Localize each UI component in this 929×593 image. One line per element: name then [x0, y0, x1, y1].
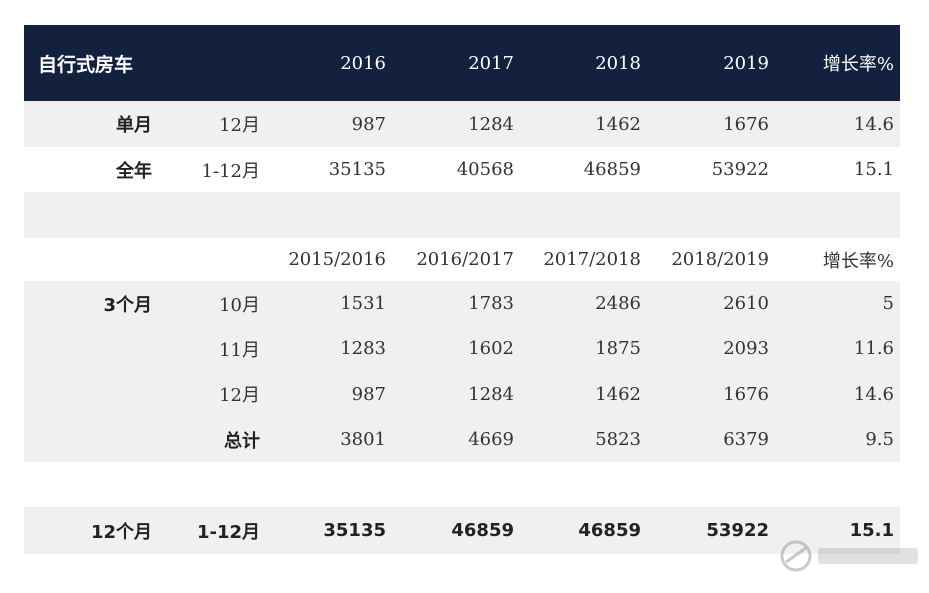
cell-growth: 14.6	[853, 113, 894, 135]
year-header: 2019	[723, 52, 769, 74]
row-period: 12月	[219, 385, 260, 406]
cell-value: 1462	[595, 383, 641, 405]
cell-value: 2093	[723, 338, 769, 359]
cell-value: 1783	[468, 293, 514, 314]
row-label: 12个月	[90, 521, 152, 543]
cell-value: 1531	[340, 293, 386, 314]
period-header: 2016/2017	[416, 249, 514, 270]
21rv-logo-icon	[780, 540, 918, 572]
row-period: 1-12月	[201, 160, 260, 182]
cell-value: 46859	[583, 159, 641, 180]
growth-header: 增长率%	[822, 250, 894, 272]
cell-value: 53922	[706, 520, 769, 541]
cell-growth: 9.5	[865, 429, 894, 450]
table-row: 单月 12月 987 1284 1462 1676 14.6	[24, 101, 900, 147]
table-row: 全年 1-12月 35135 40568 46859 53922 15.1	[24, 147, 900, 192]
cell-growth: 15.1	[853, 159, 894, 180]
cell-growth: 14.6	[853, 383, 894, 405]
row-period: 10月	[219, 294, 260, 316]
subheader-row: 2015/2016 2016/2017 2017/2018 2018/2019 …	[24, 238, 900, 281]
table-header-row: 自行式房车 2016 2017 2018 2019 增长率%	[24, 25, 900, 101]
year-header: 2017	[468, 52, 514, 74]
row-label: 单月	[116, 115, 152, 136]
cell-value: 1462	[595, 113, 641, 135]
spacer-row	[24, 192, 900, 238]
row-label: 全年	[116, 160, 152, 182]
cell-value: 46859	[578, 520, 641, 541]
year-header: 2016	[340, 52, 386, 74]
cell-value: 53922	[711, 159, 769, 180]
cell-growth: 15.1	[849, 520, 894, 541]
table-row: 3个月 10月 1531 1783 2486 2610 5	[24, 281, 900, 326]
cell-value: 1284	[468, 113, 514, 135]
period-header: 2015/2016	[288, 249, 386, 270]
cell-value: 1875	[595, 338, 641, 359]
cell-growth: 11.6	[853, 338, 894, 359]
cell-growth: 5	[882, 293, 894, 314]
row-period: 12月	[219, 115, 260, 136]
cell-value: 6379	[723, 429, 769, 450]
rv-sales-table: 自行式房车 2016 2017 2018 2019 增长率% 单月 12月 98…	[24, 25, 900, 554]
cell-value: 46859	[451, 520, 514, 541]
table-row: 12月 987 1284 1462 1676 14.6	[24, 371, 900, 417]
cell-value: 5823	[595, 429, 641, 450]
table-row: 11月 1283 1602 1875 2093 11.6	[24, 326, 900, 371]
row-label: 3个月	[103, 294, 152, 316]
table-title: 自行式房车	[38, 53, 134, 76]
cell-value: 3801	[340, 429, 386, 450]
cell-value: 987	[351, 383, 386, 405]
table-row: 总计 3801 4669 5823 6379 9.5	[24, 417, 900, 462]
cell-value: 1676	[723, 113, 769, 135]
cell-value: 40568	[456, 159, 514, 180]
row-period-total: 总计	[224, 430, 260, 452]
cell-value: 4669	[468, 429, 514, 450]
period-header: 2017/2018	[543, 249, 641, 270]
cell-value: 1676	[723, 383, 769, 405]
cell-value: 1284	[468, 383, 514, 405]
cell-value: 2486	[595, 293, 641, 314]
period-header: 2018/2019	[671, 249, 769, 270]
cell-value: 987	[351, 113, 386, 135]
spacer-row	[24, 462, 900, 507]
cell-value: 1602	[468, 338, 514, 359]
growth-header: 增长率%	[822, 54, 894, 75]
year-header: 2018	[595, 52, 641, 74]
cell-value: 2610	[723, 293, 769, 314]
cell-value: 1283	[340, 338, 386, 359]
row-period: 11月	[219, 339, 260, 361]
cell-value: 35135	[328, 159, 386, 180]
table-row-total: 12个月 1-12月 35135 46859 46859 53922 15.1	[24, 507, 900, 554]
cell-value: 35135	[323, 520, 386, 541]
row-period: 1-12月	[196, 521, 260, 543]
